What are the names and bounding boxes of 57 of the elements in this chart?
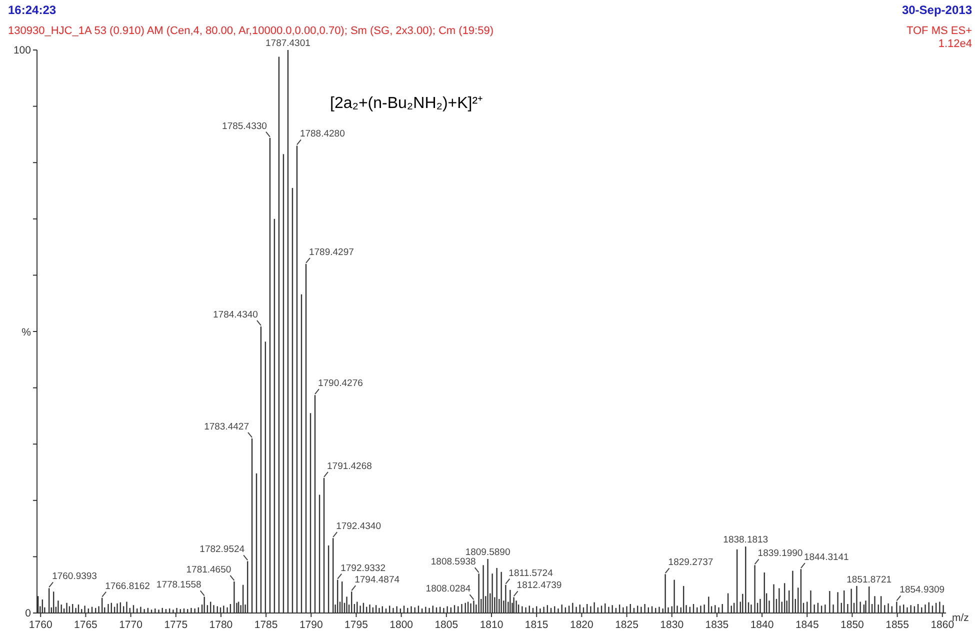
annotation: 1811.5724 [508, 568, 553, 579]
annotation: 1781.4650 [186, 564, 232, 576]
x-tick-label: 1810 [480, 619, 504, 631]
y-axis-title: % [22, 326, 31, 338]
annotation: 1789.4297 [309, 246, 354, 258]
x-tick-label: 1825 [615, 619, 639, 631]
x-tick-label: 1805 [434, 619, 458, 631]
annotation: 1.12e4 [938, 38, 972, 50]
text: TOF MS ES+ [906, 25, 972, 37]
annotation: 1851.8721 [846, 574, 892, 586]
x-tick-label: 1845 [795, 619, 819, 631]
x-tick-label: 1850 [840, 619, 864, 631]
y-tick-label: 100 [13, 44, 32, 56]
annotation: 1778.1558 [156, 580, 202, 591]
x-tick-label: 1800 [390, 619, 414, 631]
x-tick-label: 1760 [28, 619, 52, 631]
annotation: 1838.1813 [723, 534, 768, 546]
x-tick-label: 1860 [930, 619, 954, 631]
x-tick-label: 1855 [886, 619, 910, 631]
annotation: 1783.4427 [204, 421, 250, 432]
x-tick-label: 1785 [254, 619, 278, 631]
annotation: 1808.5938 [430, 556, 476, 568]
annotation: 1791.4268 [327, 460, 372, 472]
x-tick-label: 1775 [164, 619, 188, 631]
annotation: 1844.3141 [804, 552, 849, 564]
chart-subtitle: 130930_HJC_1A 53 (0.910) AM (Cen,4, 80.00, Ar,10000.0,0.00,0.70); Sm (SG, 2x3.00); Cm (19:59) [8, 25, 494, 37]
x-tick-label: 1770 [119, 619, 143, 631]
x-tick-label: 1815 [524, 619, 548, 631]
x-tick-label: 1830 [660, 619, 684, 631]
annotation: 1788.4280 [300, 128, 345, 140]
annotation: 1854.9309 [900, 584, 945, 596]
annotation: 1784.4340 [213, 309, 258, 320]
x-tick-label: 1765 [74, 619, 98, 631]
annotation: 1787.4301 [266, 38, 310, 49]
x-tick-label: 1820 [570, 619, 594, 631]
annotation: 1809.5890 [465, 546, 510, 558]
y-tick-label: 0 [25, 608, 32, 620]
annotation: 1782.9524 [200, 544, 245, 556]
x-tick-label: 1790 [299, 619, 323, 631]
annotation: 1792.9332 [340, 562, 386, 574]
text: 16:24:23 [8, 3, 56, 17]
text: 30-Sep-2013 [902, 3, 972, 17]
annotation: 1812.4739 [516, 580, 562, 592]
annotation: 1808.0284 [426, 584, 471, 595]
annotation: 1792.4340 [336, 521, 382, 532]
x-tick-label: 1835 [705, 619, 729, 631]
annotation: 1794.4874 [354, 574, 400, 586]
text: [2a₂+(n-Bu₂NH₂)+K]²⁺ [330, 95, 483, 112]
annotation: 1839.1990 [758, 548, 803, 560]
x-tick-label: 1780 [209, 619, 233, 631]
x-tick-label: 1840 [750, 619, 774, 631]
annotation: 1760.9393 [52, 571, 97, 582]
annotation: 1790.4276 [318, 378, 363, 390]
annotation: 1766.8162 [105, 580, 150, 592]
annotation: 1785.4330 [222, 120, 267, 132]
x-tick-label: 1795 [344, 619, 368, 631]
annotation: 1829.2737 [668, 557, 714, 568]
